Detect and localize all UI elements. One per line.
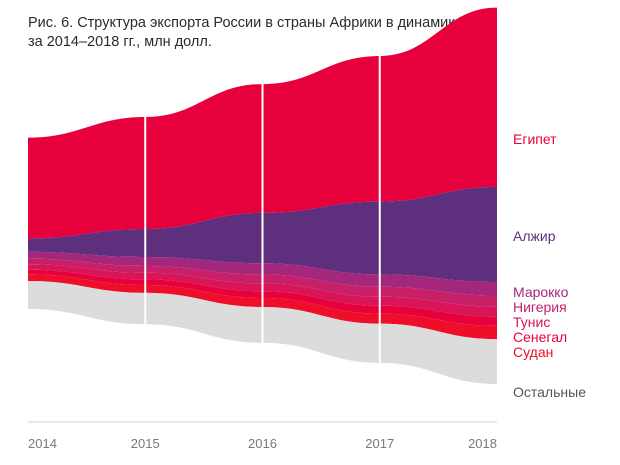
x-tick-label-2017: 2017 bbox=[365, 436, 394, 451]
x-tick-label-2014: 2014 bbox=[28, 436, 57, 451]
x-tick-label-2015: 2015 bbox=[131, 436, 160, 451]
x-tick-label-2016: 2016 bbox=[248, 436, 277, 451]
legend-label-1: Египет bbox=[513, 131, 557, 147]
legend-label-3: Марокко bbox=[513, 284, 569, 300]
chart-title-line-1: Рис. 6. Структура экспорта России в стра… bbox=[28, 15, 463, 31]
legend-label-7: Судан bbox=[513, 344, 553, 360]
year-dividers bbox=[144, 53, 381, 365]
chart-legend: Египет Алжир МароккоНигерияТунисСенегалСуд… bbox=[513, 131, 586, 400]
x-tick-label-2018: 2018 bbox=[468, 436, 497, 451]
legend-label-4: Нигерия bbox=[513, 299, 567, 315]
chart-title: Рис. 6. Структура экспорта России в стра… bbox=[28, 14, 498, 52]
legend-label-6: Сенегал bbox=[513, 329, 567, 345]
x-axis: 2014 2015 2016 2017 2018 bbox=[28, 421, 497, 451]
legend-label-5: Тунис bbox=[513, 314, 550, 330]
legend-label-2: Алжир bbox=[513, 228, 556, 244]
legend-label-8: Остальные bbox=[513, 384, 586, 400]
chart-title-line-2: за 2014–2018 гг., млн долл. bbox=[28, 34, 212, 50]
